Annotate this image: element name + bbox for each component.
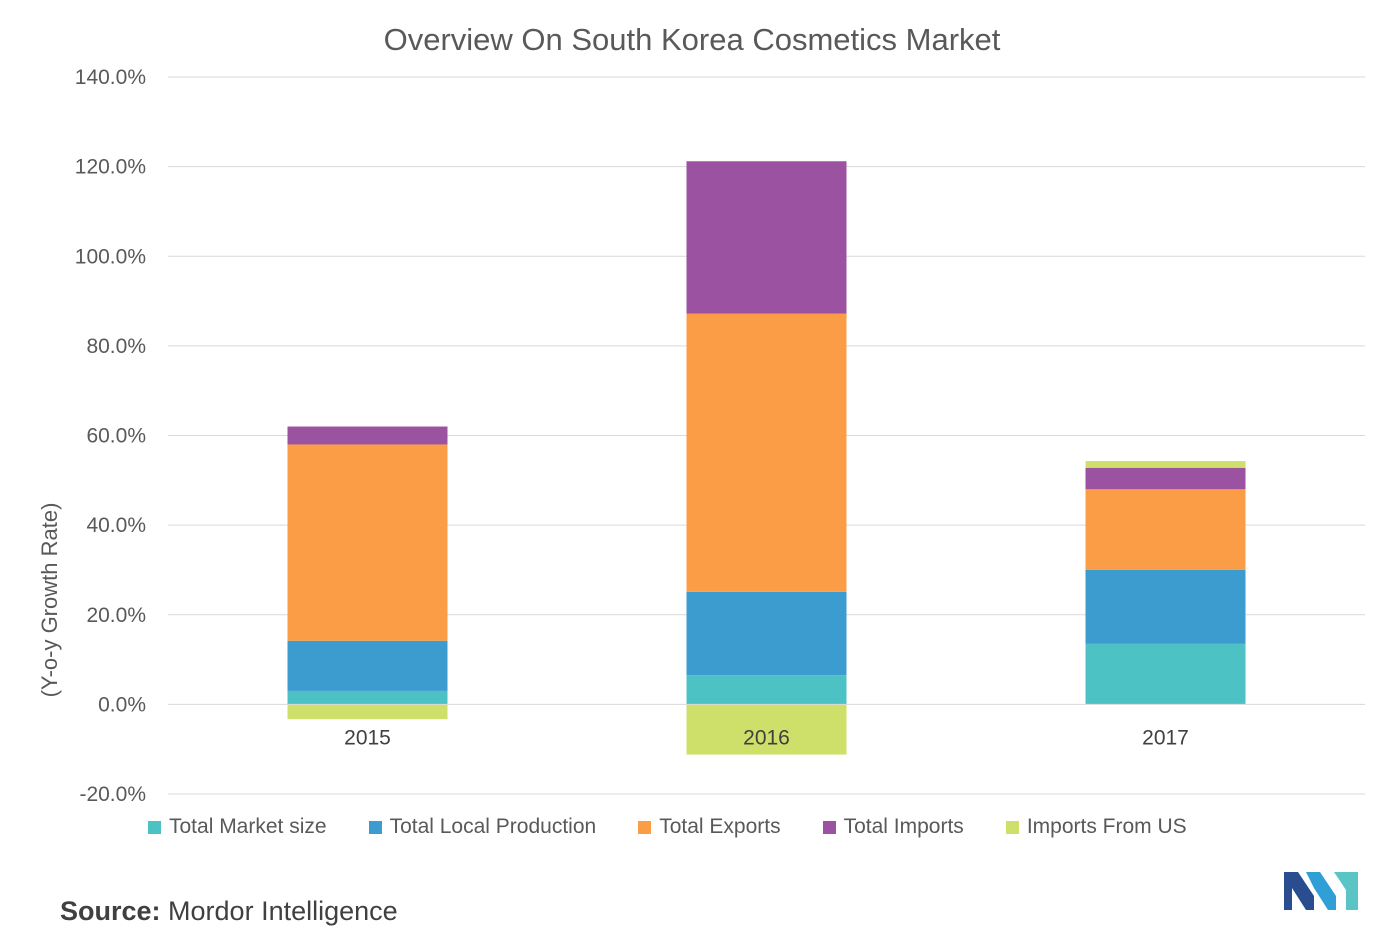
logo-shape-left [1284,872,1314,910]
legend-item: Total Exports [638,815,781,839]
y-tick-label: 20.0% [86,604,146,627]
bar-segment-total-exports-2017 [1085,489,1246,570]
chart-plot: -20.0% 0.0% 20.0% 40.0% 60.0% 80.0% 100.0% 120.… [37,66,1365,806]
legend-label: Total Imports [843,815,964,838]
y-axis-label: (Y-o-y Growth Rate) [37,503,62,698]
x-tick-label: 2015 [344,726,391,749]
bar-segment-total-market-size-2016 [686,675,847,705]
y-tick-label: 80.0% [86,335,146,358]
x-tick-label: 2017 [1142,726,1189,749]
bar-segment-total-exports-2015 [287,444,448,641]
y-tick-label: 60.0% [86,425,146,448]
bar-segment-total-exports-2016 [686,313,847,592]
bar-segment-total-market-size-2015 [287,690,448,705]
bar-segment-imports-from-us-2016 [686,704,847,755]
legend: Total Market size Total Local Production T… [148,812,1229,842]
bar-segment-imports-from-us-2017 [1085,461,1246,468]
logo-shape-middle [1306,872,1336,910]
chart-title: Overview On South Korea Cosmetics Market [383,22,1001,57]
source-text: Mordor Intelligence [168,896,398,926]
bar-segment-imports-from-us-2015 [287,704,448,720]
bar-segment-total-imports-2016 [686,161,847,314]
legend-swatch [148,820,161,834]
legend-item: Imports From US [1005,815,1187,839]
x-tick-label: 2016 [743,726,790,749]
bar-segment-total-market-size-2017 [1085,643,1246,705]
logo-shape-right [1334,872,1358,910]
x-axis-categories: 2015 2016 2017 [344,726,1189,749]
y-tick-label: 40.0% [86,514,146,537]
legend-swatch [822,820,836,834]
bar-segment-total-local-production-2017 [1085,569,1246,644]
legend-label: Total Market size [169,815,327,838]
legend-swatch [638,820,652,834]
legend-item: Total Imports [822,815,964,839]
source-note: Source: Mordor Intelligence [60,896,398,927]
y-tick-label: 140.0% [75,66,146,89]
mordor-logo [1284,872,1358,910]
bar-segment-total-imports-2017 [1085,467,1246,490]
y-tick-label: 0.0% [98,693,146,716]
bar-segment-total-local-production-2015 [287,640,448,691]
bars [287,161,1246,755]
y-tick-label: 100.0% [75,245,146,268]
legend-item: Total Local Production [368,815,597,839]
y-axis-ticks: -20.0% 0.0% 20.0% 40.0% 60.0% 80.0% 100.0% 120.… [75,66,146,806]
legend-swatch [1005,820,1019,834]
legend-label: Imports From US [1026,815,1187,838]
source-label: Source: [60,896,161,926]
y-tick-label: -20.0% [79,783,146,806]
bar-segment-total-local-production-2016 [686,591,847,676]
legend-item: Total Market size [148,815,327,839]
legend-swatch [368,820,382,834]
legend-label: Total Local Production [389,815,597,838]
bar-segment-total-imports-2015 [287,426,448,445]
legend-label: Total Exports [659,815,781,838]
y-tick-label: 120.0% [75,156,146,179]
